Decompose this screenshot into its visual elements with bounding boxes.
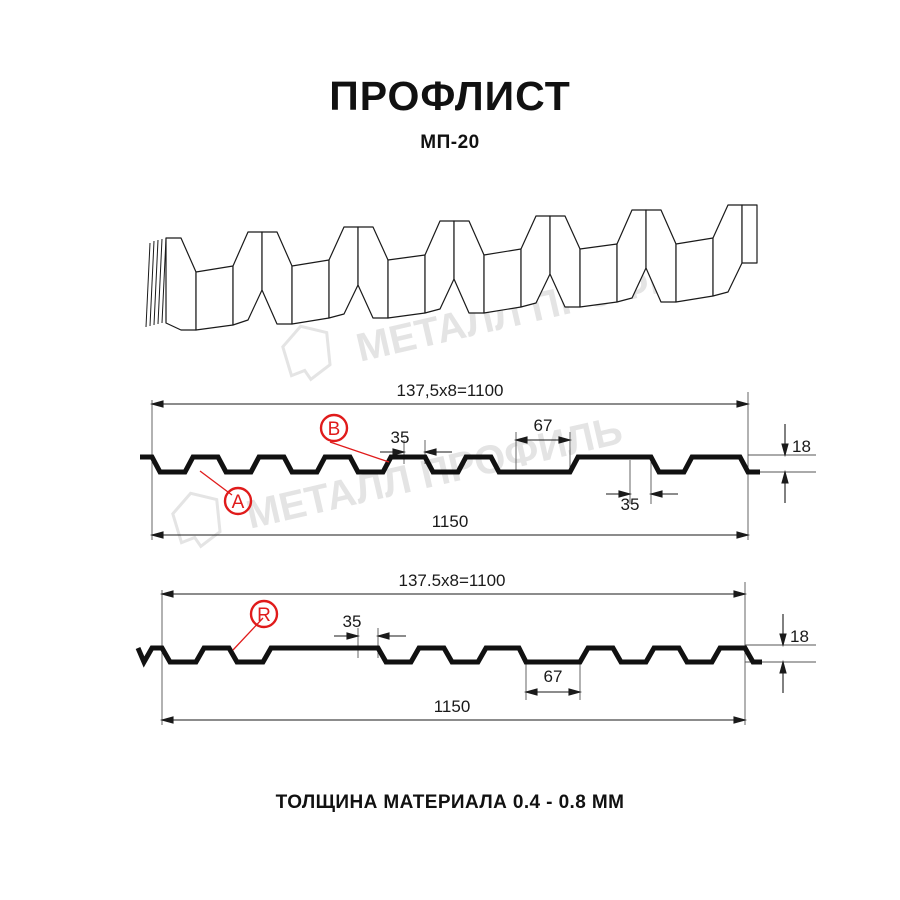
marker-A-circle (223, 486, 253, 516)
dim-covering-width-bottom: 137.5x8=1100 (399, 571, 506, 590)
profile-section-bottom: 137.5x8=1100 35 67 18 (135, 571, 816, 725)
marker-B-label: B (328, 419, 341, 440)
dimline-valley-width-top (513, 436, 573, 444)
profile-polyline-top (140, 454, 760, 475)
profile-section-top: 137,5x8=1100 35 67 35 (140, 381, 816, 540)
dim-total-width-bottom: 1150 (434, 697, 471, 716)
dim-rib-width-bottom: 35 (343, 612, 362, 631)
dimline-rib-width-bottom (334, 632, 406, 640)
thickness-note: ТОЛЩИНА МАТЕРИАЛА 0.4 - 0.8 ММ (275, 792, 625, 813)
dimline-height-top (781, 424, 789, 503)
marker-R-group: R (232, 599, 279, 651)
dimline-total-width-bottom (159, 716, 748, 724)
dim-total-width-top: 1150 (432, 512, 469, 531)
dim-valley-width-bottom: 67 (544, 667, 563, 686)
watermark-logo-icon (171, 491, 222, 549)
corrugation-units (165, 204, 758, 331)
dim-covering-width-top: 137,5x8=1100 (397, 381, 504, 400)
watermark-lower: МЕТАЛЛ ПРОФИЛЬ (171, 408, 627, 549)
dimline-covering-width-top (149, 400, 751, 408)
dimline-total-width-top (149, 531, 751, 539)
marker-R-label: R (257, 605, 271, 626)
marker-B-group: B (319, 413, 390, 463)
dimline-rib-width-right-top (606, 490, 678, 498)
dimline-rib-width-left-top (380, 448, 452, 456)
profile-polyline-bottom (135, 645, 762, 668)
dim-rib-width-right-top: 35 (621, 495, 640, 514)
isometric-sheet-view (145, 204, 758, 331)
dim-height-bottom: 18 (790, 627, 809, 646)
dimline-height-bottom (779, 614, 787, 693)
dimline-covering-width-bottom (159, 590, 748, 598)
marker-A-label: A (232, 492, 245, 513)
marker-R-circle (249, 599, 279, 629)
watermark-logo-icon (281, 324, 332, 382)
sheet-edge-lines (145, 237, 167, 328)
dimline-valley-width-bottom (523, 688, 583, 696)
dim-height-top: 18 (792, 437, 811, 456)
dim-valley-width-top: 67 (534, 416, 553, 435)
marker-A-group: A (199, 470, 253, 516)
marker-B-circle (319, 413, 349, 443)
page-title: ПРОФЛИСТ (329, 73, 571, 119)
dim-rib-width-left-top: 35 (391, 428, 410, 447)
page-subtitle: МП-20 (420, 132, 480, 153)
